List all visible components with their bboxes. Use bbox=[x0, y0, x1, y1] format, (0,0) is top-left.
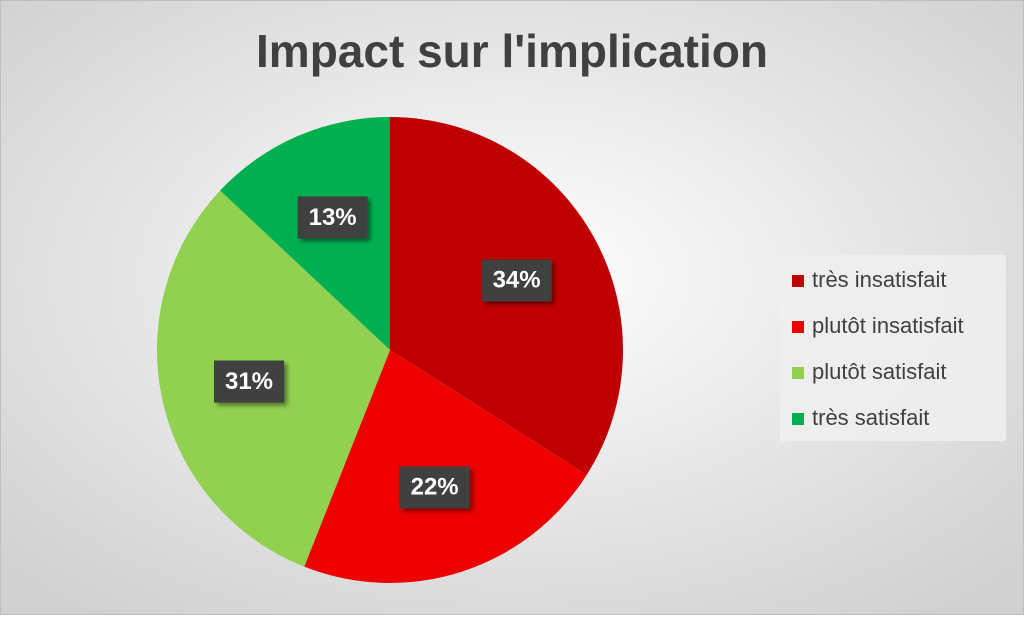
legend-label: plutôt satisfait bbox=[812, 359, 947, 384]
data-label: 31% bbox=[225, 368, 273, 395]
chart-title: Impact sur l'implication bbox=[256, 25, 768, 77]
data-label-box bbox=[297, 196, 368, 239]
legend-label: très satisfait bbox=[812, 405, 929, 430]
data-label-box bbox=[481, 259, 552, 302]
data-label-box bbox=[399, 466, 470, 509]
legend-label: très insatisfait bbox=[812, 267, 947, 292]
legend-marker bbox=[792, 321, 804, 333]
data-label: 34% bbox=[493, 267, 541, 294]
legend-marker bbox=[792, 275, 804, 287]
legend-marker bbox=[792, 413, 804, 425]
legend-marker bbox=[792, 367, 804, 379]
data-label: 22% bbox=[411, 474, 459, 501]
legend-label: plutôt insatisfait bbox=[812, 313, 964, 338]
legend-box bbox=[780, 255, 1006, 441]
data-label-box bbox=[214, 360, 285, 403]
data-label: 13% bbox=[309, 204, 357, 231]
